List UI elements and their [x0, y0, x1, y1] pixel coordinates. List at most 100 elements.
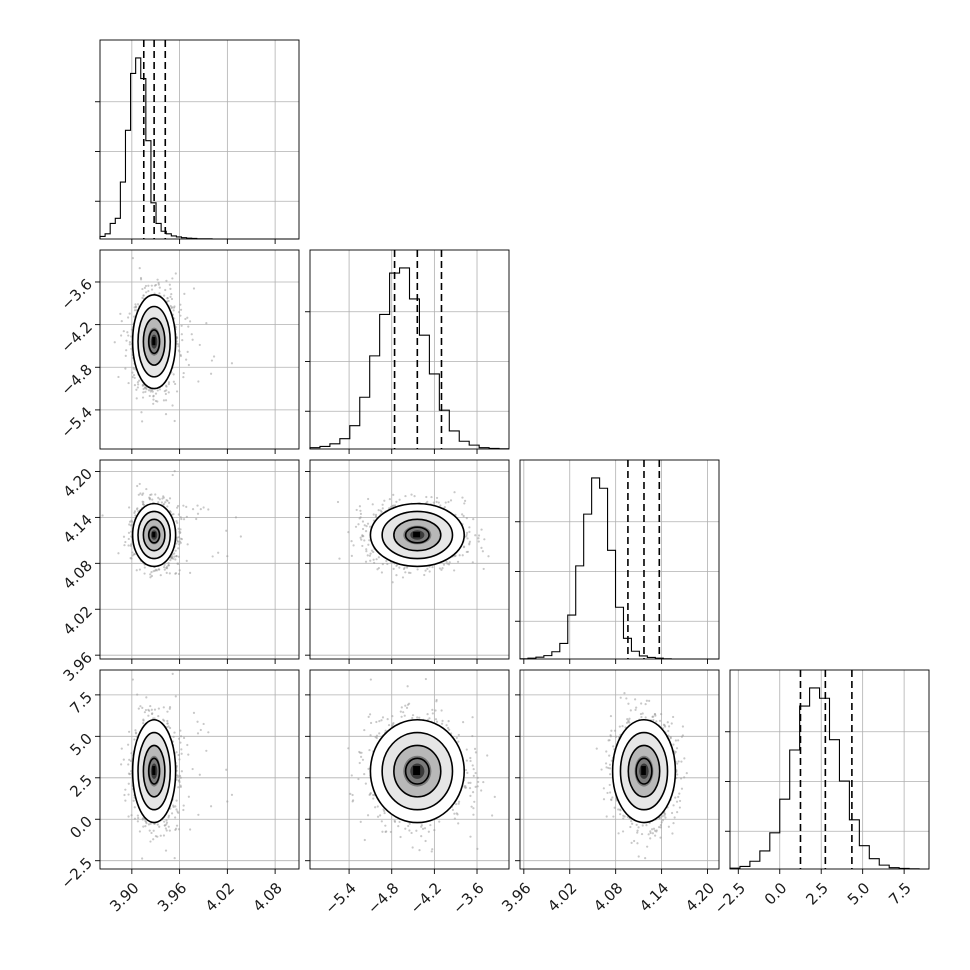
contour-line	[393, 518, 442, 552]
sample-point	[186, 543, 189, 546]
sample-point	[189, 828, 192, 831]
histogram-panel-3: −2.5 0.0 2.5 5.0 7.5	[711, 669, 930, 918]
sample-point	[165, 829, 168, 832]
sample-point	[469, 759, 472, 763]
panel-content	[347, 677, 496, 853]
sample-point	[438, 820, 441, 823]
sample-point	[173, 555, 176, 558]
sample-point	[381, 507, 384, 510]
sample-point	[482, 780, 485, 784]
sample-point	[170, 292, 173, 296]
sample-point	[171, 277, 174, 280]
sample-point	[411, 714, 415, 717]
sample-point	[676, 811, 679, 814]
sample-point	[138, 482, 141, 486]
sample-point	[169, 559, 172, 562]
sample-point	[179, 541, 182, 545]
sample-point	[182, 376, 185, 379]
sample-point	[441, 567, 444, 570]
sample-point	[141, 396, 145, 399]
sample-point	[472, 768, 475, 771]
contour-line	[147, 757, 161, 785]
sample-point	[619, 696, 622, 699]
sample-point	[174, 558, 177, 561]
sample-point	[178, 779, 181, 782]
sample-point	[187, 363, 190, 367]
sample-point	[202, 506, 205, 509]
sample-point	[175, 824, 179, 827]
sample-point	[142, 294, 145, 297]
sample-point	[179, 776, 182, 779]
sample-point	[465, 531, 469, 534]
sample-point	[605, 766, 608, 769]
sample-point	[471, 734, 474, 738]
sample-point	[366, 554, 369, 557]
y-tick-label: 4.08	[60, 557, 96, 593]
sample-point	[192, 287, 196, 290]
sample-point	[680, 735, 684, 738]
sample-point	[147, 823, 151, 826]
sample-point	[156, 389, 159, 392]
sample-point	[164, 501, 167, 504]
sample-point	[207, 731, 210, 734]
sample-point	[472, 774, 475, 777]
sample-point	[139, 705, 142, 708]
sample-point	[147, 284, 150, 287]
sample-point	[123, 544, 126, 547]
sample-point	[401, 576, 405, 579]
sample-point	[404, 494, 407, 498]
sample-point	[617, 808, 620, 811]
sample-point	[471, 764, 474, 767]
sample-point	[474, 785, 477, 788]
sample-point	[196, 720, 199, 723]
sample-point	[360, 538, 363, 541]
panel-frame	[309, 459, 510, 660]
sample-point	[380, 820, 383, 823]
sample-point	[476, 785, 479, 788]
sample-point	[359, 820, 362, 823]
sample-point	[124, 788, 127, 791]
sample-point	[165, 279, 168, 282]
sample-point	[659, 823, 662, 827]
sample-point	[162, 495, 165, 498]
sample-point	[130, 752, 133, 755]
sample-point	[226, 555, 229, 558]
sample-point	[659, 826, 662, 829]
panel-content	[113, 257, 234, 423]
sample-point	[217, 551, 220, 554]
y-tick-label: 2.5	[66, 771, 96, 801]
sample-point	[398, 566, 401, 569]
sample-point	[122, 535, 126, 538]
sample-point	[426, 567, 429, 570]
sample-point	[446, 726, 450, 730]
sample-point	[145, 696, 148, 699]
x-tick-label: −4.8	[364, 879, 402, 917]
sample-point	[461, 496, 464, 499]
sample-point	[486, 754, 489, 757]
sample-point	[606, 791, 609, 795]
sample-point	[381, 716, 385, 719]
sample-point	[428, 717, 431, 720]
sample-point	[167, 562, 170, 565]
sample-point	[182, 736, 186, 740]
density-peak	[152, 766, 156, 776]
sample-point	[154, 392, 158, 395]
sample-point	[135, 569, 138, 572]
sample-point	[474, 771, 477, 775]
sample-point	[207, 508, 210, 511]
sample-point	[359, 755, 363, 758]
sample-point	[177, 572, 181, 576]
x-tick-label: 4.08	[250, 879, 286, 915]
histogram-panel-2	[515, 459, 720, 664]
sample-point	[149, 573, 152, 576]
sample-point	[421, 827, 425, 830]
sample-point	[180, 324, 183, 327]
sample-point	[359, 516, 362, 519]
sample-point	[380, 571, 383, 574]
sample-point	[677, 795, 680, 798]
sample-point	[145, 487, 148, 491]
scatter-panel-0-1: −5.4 −4.8 −4.2 −3.6	[58, 249, 300, 454]
sample-point	[173, 552, 176, 555]
sample-point	[166, 565, 169, 568]
sample-point	[179, 729, 182, 732]
